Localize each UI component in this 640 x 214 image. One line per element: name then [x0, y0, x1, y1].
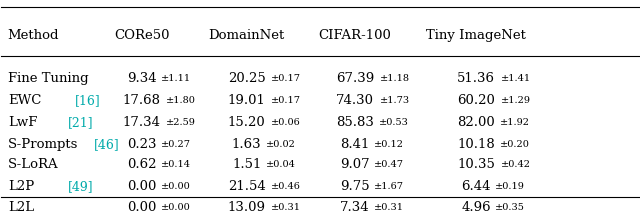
Text: ±0.31: ±0.31	[374, 203, 404, 212]
Text: ±0.02: ±0.02	[266, 140, 296, 149]
Text: DomainNet: DomainNet	[209, 29, 285, 42]
Text: 85.83: 85.83	[336, 116, 374, 129]
Text: ±0.20: ±0.20	[500, 140, 531, 149]
Text: ±0.35: ±0.35	[495, 203, 525, 212]
Text: ±0.19: ±0.19	[495, 182, 525, 191]
Text: 17.34: 17.34	[123, 116, 161, 129]
Text: ±0.06: ±0.06	[271, 118, 301, 127]
Text: 0.62: 0.62	[127, 158, 156, 171]
Text: 0.00: 0.00	[127, 180, 156, 193]
Text: LwF: LwF	[8, 116, 37, 129]
Text: ±0.04: ±0.04	[266, 160, 296, 169]
Text: EWC: EWC	[8, 94, 41, 107]
Text: ±1.67: ±1.67	[374, 182, 404, 191]
Text: ±1.41: ±1.41	[500, 74, 531, 83]
Text: ±1.80: ±1.80	[166, 96, 196, 105]
Text: ±0.17: ±0.17	[271, 96, 301, 105]
Text: [49]: [49]	[68, 180, 94, 193]
Text: 60.20: 60.20	[457, 94, 495, 107]
Text: 4.96: 4.96	[461, 201, 491, 214]
Text: ±0.14: ±0.14	[161, 160, 191, 169]
Text: ±0.00: ±0.00	[161, 182, 190, 191]
Text: ±0.27: ±0.27	[161, 140, 191, 149]
Text: ±1.73: ±1.73	[380, 96, 410, 105]
Text: 0.00: 0.00	[127, 201, 156, 214]
Text: ±1.11: ±1.11	[161, 74, 191, 83]
Text: 13.09: 13.09	[228, 201, 266, 214]
Text: 21.54: 21.54	[228, 180, 266, 193]
Text: 9.34: 9.34	[127, 72, 156, 85]
Text: 10.35: 10.35	[457, 158, 495, 171]
Text: [21]: [21]	[68, 116, 94, 129]
Text: 7.34: 7.34	[340, 201, 370, 214]
Text: ±0.42: ±0.42	[500, 160, 531, 169]
Text: Fine Tuning: Fine Tuning	[8, 72, 88, 85]
Text: [46]: [46]	[94, 138, 120, 151]
Text: ±1.18: ±1.18	[380, 74, 410, 83]
Text: 82.00: 82.00	[457, 116, 495, 129]
Text: ±2.59: ±2.59	[166, 118, 196, 127]
Text: ±1.29: ±1.29	[500, 96, 531, 105]
Text: 51.36: 51.36	[457, 72, 495, 85]
Text: 9.75: 9.75	[340, 180, 370, 193]
Text: ±0.31: ±0.31	[271, 203, 301, 212]
Text: ±0.00: ±0.00	[161, 203, 190, 212]
Text: CIFAR-100: CIFAR-100	[319, 29, 392, 42]
Text: CORe50: CORe50	[114, 29, 170, 42]
Text: 1.63: 1.63	[232, 138, 262, 151]
Text: 20.25: 20.25	[228, 72, 266, 85]
Text: L2P: L2P	[8, 180, 34, 193]
Text: ±0.53: ±0.53	[380, 118, 409, 127]
Text: 0.23: 0.23	[127, 138, 156, 151]
Text: 6.44: 6.44	[461, 180, 491, 193]
Text: 67.39: 67.39	[336, 72, 374, 85]
Text: [16]: [16]	[75, 94, 100, 107]
Text: 10.18: 10.18	[457, 138, 495, 151]
Text: ±0.12: ±0.12	[374, 140, 404, 149]
Text: Tiny ImageNet: Tiny ImageNet	[426, 29, 526, 42]
Text: S-LoRA: S-LoRA	[8, 158, 58, 171]
Text: ±1.92: ±1.92	[500, 118, 531, 127]
Text: ±0.46: ±0.46	[271, 182, 301, 191]
Text: L2L: L2L	[8, 201, 34, 214]
Text: S-Prompts: S-Prompts	[8, 138, 78, 151]
Text: 9.07: 9.07	[340, 158, 370, 171]
Text: ±0.17: ±0.17	[271, 74, 301, 83]
Text: ±0.47: ±0.47	[374, 160, 404, 169]
Text: Method: Method	[8, 29, 60, 42]
Text: 1.51: 1.51	[232, 158, 261, 171]
Text: 15.20: 15.20	[228, 116, 266, 129]
Text: 8.41: 8.41	[340, 138, 370, 151]
Text: 19.01: 19.01	[228, 94, 266, 107]
Text: 74.30: 74.30	[336, 94, 374, 107]
Text: 17.68: 17.68	[123, 94, 161, 107]
